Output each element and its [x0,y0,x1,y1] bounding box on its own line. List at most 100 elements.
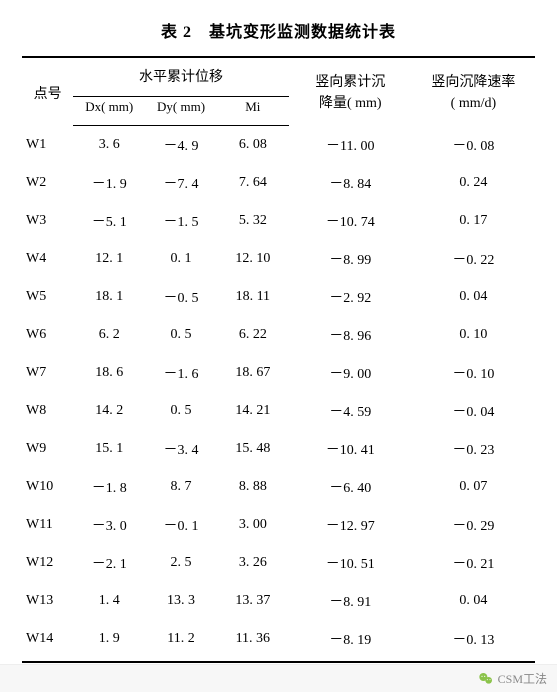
header-vertical-settle: 竖向累计沉 降量( mm) [289,57,412,126]
header-vertical-rate-line1: 竖向沉降速率 [431,75,515,90]
table-row: W412. 10. 112. 10－8. 99－0. 22 [22,240,535,278]
table-row: W13. 6－4. 96. 08－11. 00－0. 08 [22,126,535,165]
cell-rate: 0. 10 [412,316,535,354]
cell-settle: －8. 96 [289,316,412,354]
header-vertical-settle-line2: 降量( mm) [319,96,382,111]
cell-rate: －0. 13 [412,620,535,662]
cell-rate: －0. 21 [412,544,535,582]
cell-point: W11 [22,506,73,544]
table-row: W718. 6－1. 618. 67－9. 00－0. 10 [22,354,535,392]
cell-settle: －10. 51 [289,544,412,582]
cell-rate: 0. 24 [412,164,535,202]
table-row: W814. 20. 514. 21－4. 59－0. 04 [22,392,535,430]
cell-rate: 0. 04 [412,278,535,316]
header-dx: Dx( mm) [73,97,145,126]
cell-rate: －0. 23 [412,430,535,468]
header-horizontal-group: 水平累计位移 [73,57,288,97]
header-vertical-rate: 竖向沉降速率 ( mm/d) [412,57,535,126]
cell-dx: 14. 2 [73,392,145,430]
cell-point: W7 [22,354,73,392]
cell-rate: －0. 08 [412,126,535,165]
cell-point: W9 [22,430,73,468]
table-row: W3－5. 1－1. 55. 32－10. 740. 17 [22,202,535,240]
cell-mi: 3. 26 [217,544,289,582]
cell-point: W3 [22,202,73,240]
cell-mi: 12. 10 [217,240,289,278]
cell-dx: 3. 6 [73,126,145,165]
cell-dx: －5. 1 [73,202,145,240]
cell-rate: 0. 07 [412,468,535,506]
header-vertical-rate-line2: ( mm/d) [451,96,497,111]
cell-mi: 14. 21 [217,392,289,430]
cell-dx: －3. 0 [73,506,145,544]
cell-dy: 13. 3 [145,582,217,620]
cell-point: W14 [22,620,73,662]
cell-rate: －0. 10 [412,354,535,392]
cell-mi: 3. 00 [217,506,289,544]
cell-settle: －8. 19 [289,620,412,662]
cell-dy: 0. 1 [145,240,217,278]
cell-rate: 0. 04 [412,582,535,620]
cell-settle: －12. 97 [289,506,412,544]
table-row: W518. 1－0. 518. 11－2. 920. 04 [22,278,535,316]
cell-settle: －10. 41 [289,430,412,468]
header-point: 点号 [22,57,73,126]
table-row: W11－3. 0－0. 13. 00－12. 97－0. 29 [22,506,535,544]
cell-mi: 5. 32 [217,202,289,240]
cell-settle: －8. 91 [289,582,412,620]
cell-point: W12 [22,544,73,582]
header-mi: Mi [217,97,289,126]
cell-point: W6 [22,316,73,354]
cell-dx: 12. 1 [73,240,145,278]
wechat-icon [478,671,494,687]
footer-bar: CSM工法 [0,664,557,692]
table-row: W131. 413. 313. 37－8. 910. 04 [22,582,535,620]
cell-dy: －7. 4 [145,164,217,202]
cell-point: W10 [22,468,73,506]
cell-rate: －0. 29 [412,506,535,544]
cell-dy: 8. 7 [145,468,217,506]
header-dy: Dy( mm) [145,97,217,126]
cell-dx: 1. 9 [73,620,145,662]
table-title: 表 2 基坑变形监测数据统计表 [22,18,535,42]
cell-dy: －0. 1 [145,506,217,544]
cell-settle: －9. 00 [289,354,412,392]
cell-mi: 6. 22 [217,316,289,354]
table-row: W915. 1－3. 415. 48－10. 41－0. 23 [22,430,535,468]
cell-mi: 18. 11 [217,278,289,316]
cell-point: W2 [22,164,73,202]
cell-settle: －8. 99 [289,240,412,278]
cell-dy: 2. 5 [145,544,217,582]
cell-dy: －1. 6 [145,354,217,392]
cell-rate: 0. 17 [412,202,535,240]
cell-settle: －4. 59 [289,392,412,430]
cell-dx: 18. 6 [73,354,145,392]
cell-dx: 18. 1 [73,278,145,316]
cell-point: W13 [22,582,73,620]
header-vertical-settle-line1: 竖向累计沉 [315,75,385,90]
table-row: W66. 20. 56. 22－8. 960. 10 [22,316,535,354]
cell-dy: 11. 2 [145,620,217,662]
cell-mi: 18. 67 [217,354,289,392]
footer-source: CSM工法 [478,670,547,687]
cell-mi: 15. 48 [217,430,289,468]
data-table: 点号 水平累计位移 竖向累计沉 降量( mm) 竖向沉降速率 ( mm/d) D… [22,56,535,663]
cell-settle: －6. 40 [289,468,412,506]
table-row: W141. 911. 211. 36－8. 19－0. 13 [22,620,535,662]
cell-mi: 7. 64 [217,164,289,202]
cell-dy: 0. 5 [145,316,217,354]
cell-point: W8 [22,392,73,430]
table-row: W2－1. 9－7. 47. 64－8. 840. 24 [22,164,535,202]
cell-dx: －2. 1 [73,544,145,582]
cell-dx: 6. 2 [73,316,145,354]
cell-mi: 11. 36 [217,620,289,662]
cell-point: W4 [22,240,73,278]
cell-dy: －3. 4 [145,430,217,468]
cell-dy: －1. 5 [145,202,217,240]
cell-dy: 0. 5 [145,392,217,430]
cell-dy: －0. 5 [145,278,217,316]
cell-dx: 1. 4 [73,582,145,620]
cell-mi: 8. 88 [217,468,289,506]
footer-source-text: CSM工法 [498,670,547,687]
cell-dx: －1. 8 [73,468,145,506]
